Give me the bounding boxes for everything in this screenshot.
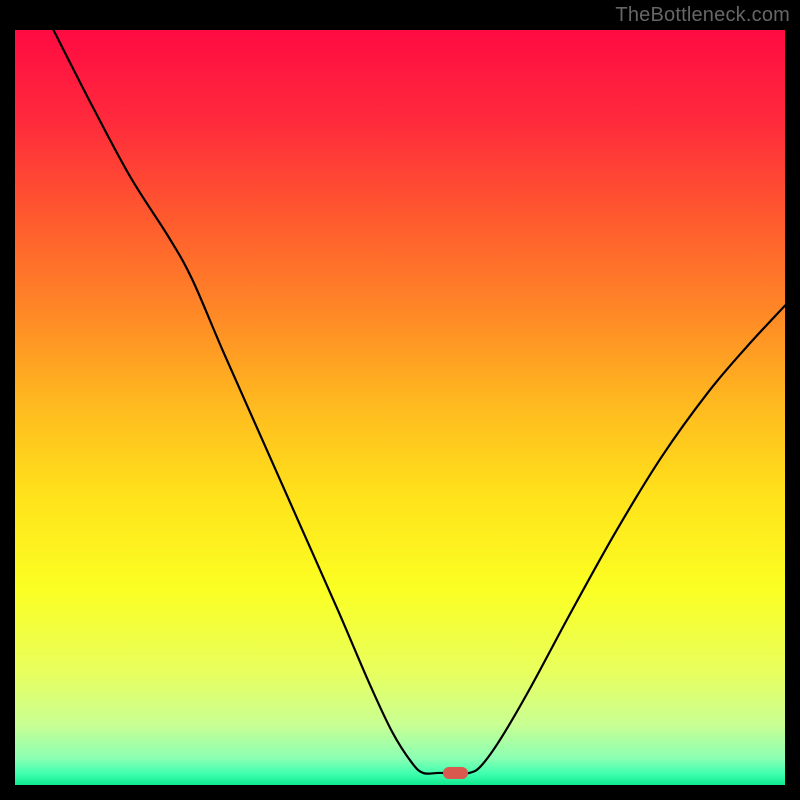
minimum-marker (443, 767, 468, 778)
chart-svg (15, 30, 785, 785)
plot-area (15, 30, 785, 785)
gradient-background (15, 30, 785, 785)
watermark-text: TheBottleneck.com (615, 4, 790, 27)
chart-frame: TheBottleneck.com (0, 0, 800, 800)
